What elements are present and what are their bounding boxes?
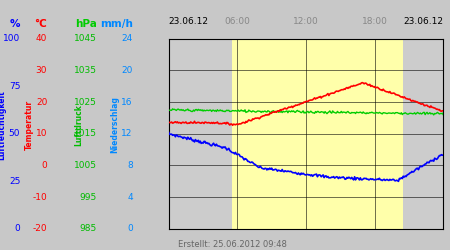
Text: hPa: hPa: [75, 19, 97, 29]
Text: Niederschlag: Niederschlag: [110, 96, 119, 154]
Text: 75: 75: [9, 82, 20, 91]
Text: 985: 985: [80, 224, 97, 233]
Text: 0: 0: [14, 224, 20, 233]
Text: 1025: 1025: [74, 98, 97, 106]
Text: 1045: 1045: [74, 34, 97, 43]
Text: 10: 10: [36, 129, 47, 138]
Text: 4: 4: [127, 192, 133, 202]
Bar: [232, 39, 403, 229]
Text: 100: 100: [3, 34, 20, 43]
Text: 30: 30: [36, 66, 47, 75]
Text: 8: 8: [127, 161, 133, 170]
Text: 40: 40: [36, 34, 47, 43]
Text: 995: 995: [80, 192, 97, 202]
Text: 50: 50: [9, 129, 20, 138]
Text: 25: 25: [9, 177, 20, 186]
Text: 16: 16: [121, 98, 133, 106]
Text: Luftdruck: Luftdruck: [74, 104, 83, 146]
Text: 18:00: 18:00: [362, 17, 387, 26]
Text: 1035: 1035: [74, 66, 97, 75]
Text: mm/h: mm/h: [100, 19, 133, 29]
Text: 24: 24: [122, 34, 133, 43]
Text: 23.06.12: 23.06.12: [403, 17, 443, 26]
Text: 06:00: 06:00: [225, 17, 250, 26]
Text: 1005: 1005: [74, 161, 97, 170]
Text: -20: -20: [32, 224, 47, 233]
Text: 23.06.12: 23.06.12: [169, 17, 209, 26]
Text: 0: 0: [127, 224, 133, 233]
Text: 12: 12: [122, 129, 133, 138]
Text: 1015: 1015: [74, 129, 97, 138]
Text: °C: °C: [35, 19, 47, 29]
Text: Erstellt: 25.06.2012 09:48: Erstellt: 25.06.2012 09:48: [178, 240, 287, 249]
Text: %: %: [10, 19, 20, 29]
Text: 20: 20: [36, 98, 47, 106]
Text: 0: 0: [41, 161, 47, 170]
Text: 12:00: 12:00: [293, 17, 319, 26]
Text: Temperatur: Temperatur: [25, 100, 34, 150]
Text: Luftfeuchtigkeit: Luftfeuchtigkeit: [0, 90, 7, 160]
Text: -10: -10: [32, 192, 47, 202]
Text: 20: 20: [122, 66, 133, 75]
